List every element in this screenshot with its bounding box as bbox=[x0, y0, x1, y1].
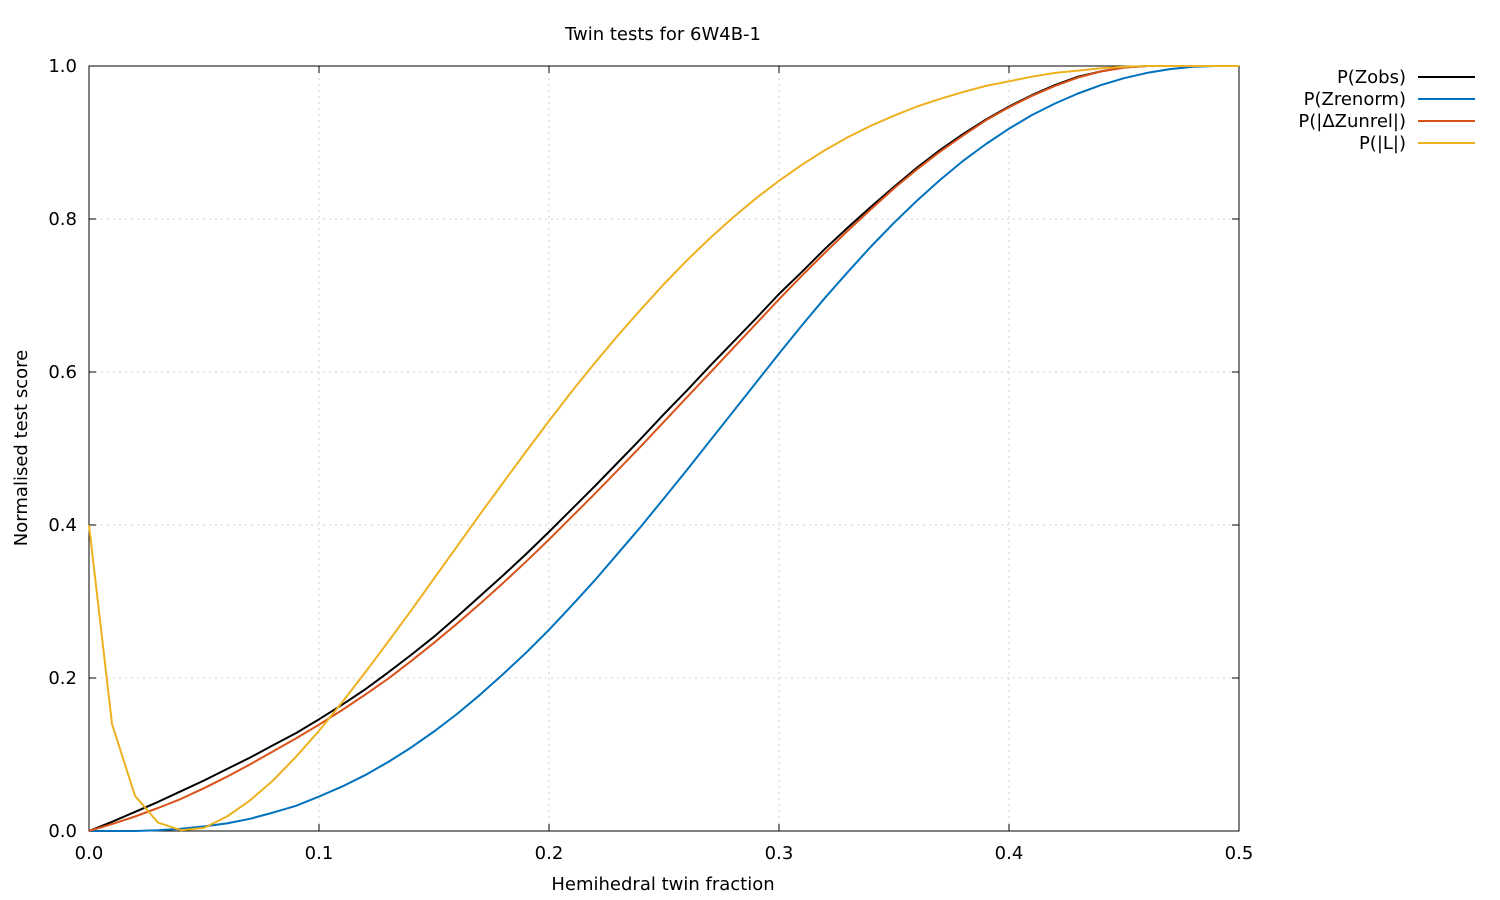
series-line-3 bbox=[88, 65, 1239, 832]
x-tick-label: 0.0 bbox=[75, 843, 104, 864]
series-layer bbox=[88, 65, 1239, 832]
legend-label: P(|L|) bbox=[1359, 133, 1406, 154]
y-tick-label: 0.0 bbox=[48, 821, 77, 842]
chart-title: Twin tests for 6W4B-1 bbox=[564, 24, 761, 45]
y-tick-label: 0.4 bbox=[48, 515, 77, 536]
y-axis-label: Normalised test score bbox=[11, 350, 32, 546]
axis-ticks: 0.0 0.1 0.2 0.3 0.4 0.5 0.0 0.2 0.4 0.6 0.8 1.0 bbox=[48, 56, 1253, 864]
legend: P(Zobs)P(Zrenorm)P(|ΔZunrel|)P(|L|) bbox=[1298, 67, 1475, 154]
series-line-2 bbox=[89, 65, 1239, 832]
x-tick-label: 0.4 bbox=[995, 843, 1024, 864]
y-tick-label: 1.0 bbox=[48, 56, 77, 77]
grid bbox=[89, 66, 1239, 831]
series-line-1 bbox=[88, 65, 1239, 832]
x-tick-label: 0.3 bbox=[765, 843, 794, 864]
x-axis-label: Hemihedral twin fraction bbox=[551, 874, 774, 895]
x-tick-label: 0.2 bbox=[535, 843, 564, 864]
legend-label: P(Zobs) bbox=[1337, 67, 1406, 88]
y-tick-label: 0.2 bbox=[48, 668, 77, 689]
y-tick-label: 0.8 bbox=[48, 209, 77, 230]
y-tick-label: 0.6 bbox=[48, 362, 77, 383]
plot-area-border bbox=[88, 65, 1240, 832]
legend-label: P(|ΔZunrel|) bbox=[1298, 111, 1406, 132]
x-tick-label: 0.5 bbox=[1225, 843, 1254, 864]
series-line-4 bbox=[88, 65, 1239, 832]
x-tick-label: 0.1 bbox=[305, 843, 334, 864]
legend-label: P(Zrenorm) bbox=[1304, 89, 1406, 110]
